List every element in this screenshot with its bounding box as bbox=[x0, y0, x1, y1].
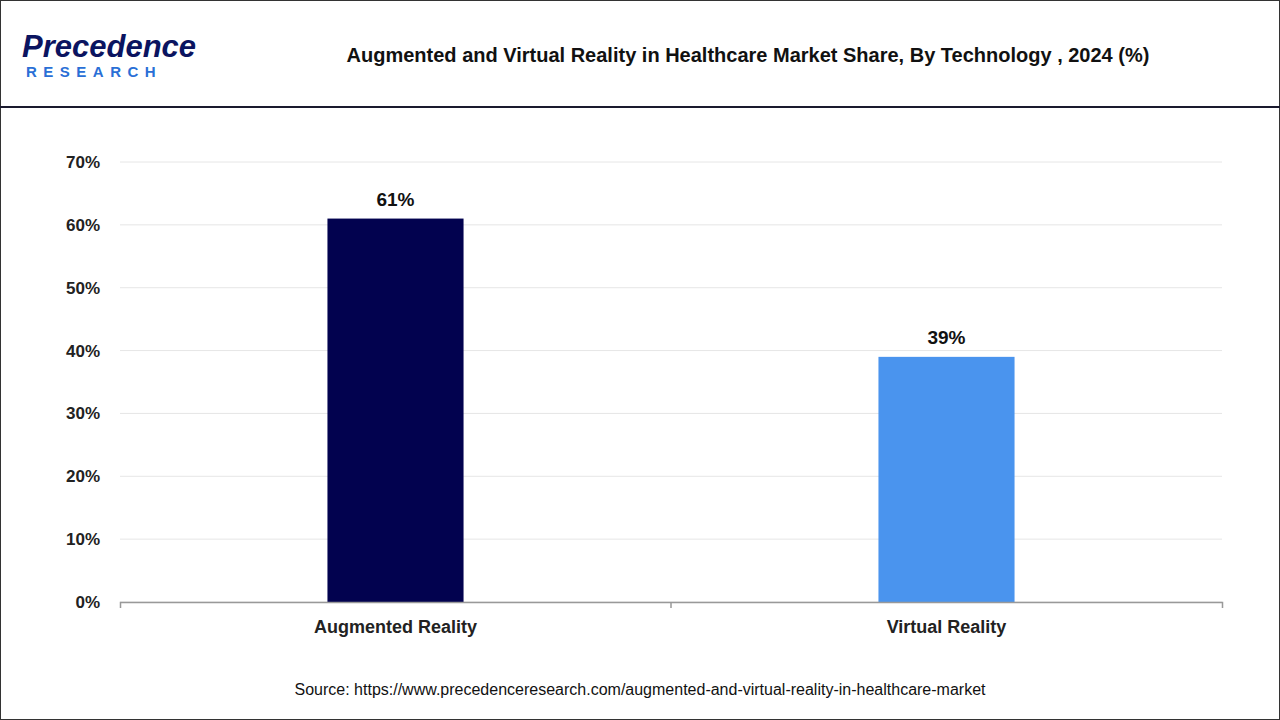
logo-subtitle: RESEARCH bbox=[26, 63, 162, 80]
x-axis-line bbox=[121, 603, 1223, 609]
x-tick-label: Augmented Reality bbox=[314, 617, 477, 637]
y-tick: 0% bbox=[75, 593, 120, 612]
y-tick: 70% bbox=[66, 153, 120, 172]
grid-line bbox=[120, 413, 1222, 414]
y-tick-label: 0% bbox=[75, 593, 100, 612]
data-label: 61% bbox=[376, 189, 414, 210]
y-tick-label: 70% bbox=[66, 153, 100, 172]
y-tick-label: 10% bbox=[66, 530, 100, 549]
y-axis-line bbox=[120, 163, 121, 603]
grid-line bbox=[120, 287, 1222, 288]
grid-line bbox=[120, 350, 1222, 351]
y-tick-label: 20% bbox=[66, 467, 100, 486]
data-label: 39% bbox=[927, 327, 965, 348]
frame bbox=[1, 1, 1280, 720]
x-tick: Virtual Reality bbox=[887, 602, 1007, 637]
x-dividers bbox=[671, 602, 672, 608]
grid-line bbox=[120, 162, 1222, 163]
y-tick: 40% bbox=[66, 342, 120, 361]
x-divider bbox=[670, 602, 672, 608]
grid-line bbox=[120, 224, 1222, 225]
y-tick-label: 30% bbox=[66, 404, 100, 423]
x-tick: Augmented Reality bbox=[314, 602, 477, 637]
y-axis: 0% 10% 20% 30% 40% 50% 60% 70% bbox=[66, 153, 121, 612]
y-tick: 20% bbox=[66, 467, 120, 486]
y-tick: 50% bbox=[66, 279, 120, 298]
title: Augmented and Virtual Reality in Healthc… bbox=[347, 44, 1150, 66]
header-rule bbox=[0, 106, 1280, 108]
logo: Precedence bbox=[22, 29, 196, 64]
y-tick: 10% bbox=[66, 530, 120, 549]
grid bbox=[120, 162, 1222, 602]
bar bbox=[327, 219, 463, 602]
y-tick: 60% bbox=[66, 216, 120, 235]
x-axis: Augmented Reality Virtual Reality bbox=[121, 602, 1223, 637]
y-tick-label: 40% bbox=[66, 342, 100, 361]
grid-line bbox=[120, 476, 1222, 477]
y-tick-label: 50% bbox=[66, 279, 100, 298]
chart: PrecedenceRESEARCH Augmented and Virtual … bbox=[0, 0, 1280, 720]
data-labels: 61% 39% bbox=[376, 189, 965, 348]
source: Source: https://www.precedenceresearch.c… bbox=[295, 681, 987, 698]
x-tick-label: Virtual Reality bbox=[887, 617, 1007, 637]
grid-line bbox=[120, 539, 1222, 540]
y-tick: 30% bbox=[66, 404, 120, 423]
y-tick-label: 60% bbox=[66, 216, 100, 235]
bars bbox=[327, 219, 1014, 602]
bar bbox=[878, 357, 1014, 602]
